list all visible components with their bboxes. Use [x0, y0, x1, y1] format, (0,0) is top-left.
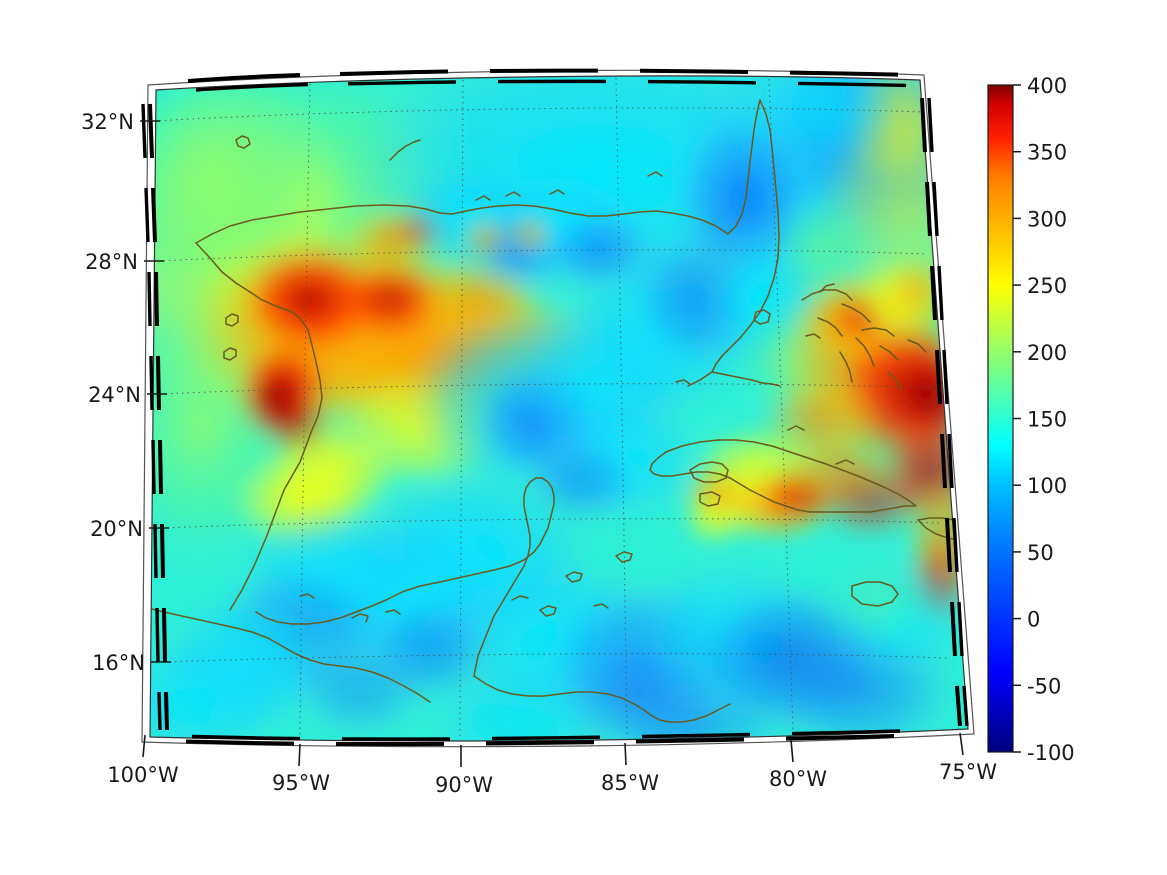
- frame-ticks-bottom-inner: [191, 729, 901, 741]
- colorbar-label-400: 400: [1027, 74, 1067, 98]
- frame-ticks-top-inner: [195, 79, 907, 92]
- lat-tick-labels: 32°N 28°N 24°N 20°N 16°N: [81, 110, 145, 675]
- coastlines: [150, 99, 968, 723]
- colorbar-label-250: 250: [1027, 274, 1067, 298]
- frame-ticks-right: [920, 97, 962, 727]
- colorbar-ticks: [1013, 84, 1021, 753]
- frame-ticks-left: [148, 103, 169, 731]
- lon-tick-label-90w: 90°W: [435, 773, 493, 797]
- colorbar-label-100: 100: [1027, 474, 1067, 498]
- frame-ticks-left-inner: [141, 103, 162, 731]
- colorbar-label-neg50: -50: [1027, 674, 1061, 698]
- lon-tick-label-75w: 75°W: [939, 760, 997, 784]
- lon-tick-labels: 100°W 95°W 90°W 85°W 80°W 75°W: [107, 760, 997, 797]
- colorbar-label-50: 50: [1027, 541, 1054, 565]
- lat-tick-label-16n: 16°N: [92, 651, 145, 675]
- map-data-field: [150, 75, 968, 741]
- lat-tick-label-20n: 20°N: [90, 517, 143, 541]
- lat-tick-label-24n: 24°N: [88, 383, 141, 407]
- colorbar-label-200: 200: [1027, 341, 1067, 365]
- colorbar-label-neg100: -100: [1027, 741, 1075, 765]
- lon-tick-label-95w: 95°W: [272, 771, 330, 795]
- colorbar-label-300: 300: [1027, 207, 1067, 231]
- lon-tick-label-80w: 80°W: [769, 767, 827, 791]
- graticule: [153, 77, 949, 741]
- colorbar-label-350: 350: [1027, 141, 1067, 165]
- frame-ticks-top: [187, 68, 899, 83]
- lon-tick-label-100w: 100°W: [107, 763, 179, 787]
- colorbar-label-150: 150: [1027, 408, 1067, 432]
- colorbar-gradient[interactable]: [987, 84, 1014, 753]
- frame-ticks-right-inner: [927, 97, 969, 727]
- colorbar-label-0: 0: [1027, 608, 1040, 632]
- lat-tick-label-32n: 32°N: [81, 110, 134, 134]
- lon-ticks: [142, 732, 964, 767]
- lon-tick-label-85w: 85°W: [601, 771, 659, 795]
- lat-tick-label-28n: 28°N: [85, 250, 138, 274]
- colorbar[interactable]: 400 350 300 250 200 150 100 50 0 -50 -10…: [987, 74, 1075, 765]
- colorbar-tick-labels: 400 350 300 250 200 150 100 50 0 -50 -10…: [1027, 74, 1075, 765]
- frame-ticks-bottom: [185, 734, 895, 747]
- lat-ticks: [140, 120, 171, 663]
